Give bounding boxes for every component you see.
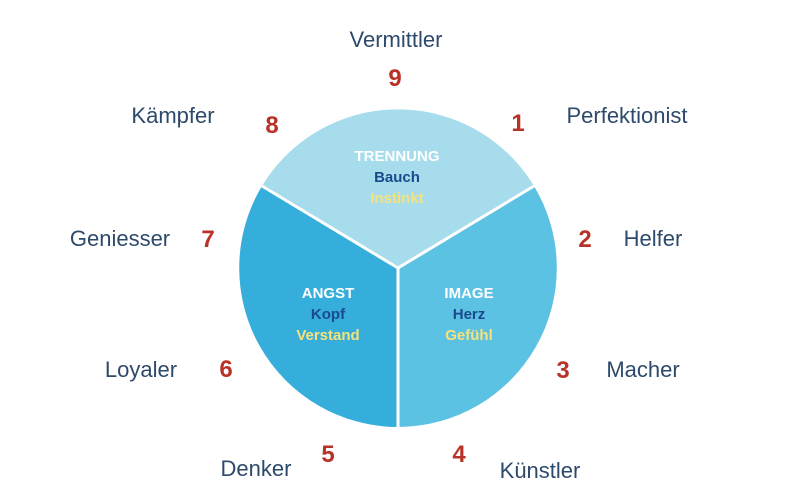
type-7-label: Geniesser: [69, 226, 171, 251]
type-9-number: 9: [388, 65, 402, 92]
segment-trennung-organ: Bauch: [374, 169, 420, 186]
segment-angst-mode: Verstand: [296, 327, 360, 344]
segment-angst-text: ANGST Kopf Verstand: [296, 283, 359, 346]
segment-angst-title: ANGST: [301, 285, 355, 302]
divider-line-left: [261, 184, 399, 270]
type-6-label: Loyaler: [104, 357, 178, 382]
type-8-label: Kämpfer: [131, 103, 215, 128]
type-5-number: 5: [321, 441, 335, 468]
type-3-label: Macher: [606, 357, 680, 382]
segment-image-text: IMAGE Herz Gefühl: [444, 283, 493, 346]
type-1-number: 1: [511, 110, 525, 137]
type-8-number: 8: [265, 112, 279, 139]
segment-angst-organ: Kopf: [310, 306, 346, 323]
type-3-number: 3: [556, 357, 570, 384]
type-2-label: Helfer: [623, 226, 683, 251]
segment-trennung: [262, 109, 534, 268]
type-4-number: 4: [452, 441, 466, 468]
segment-image: [398, 186, 557, 427]
segment-image-title: IMAGE: [444, 285, 494, 302]
type-7-number: 7: [201, 226, 215, 253]
type-5-label: Denker: [220, 456, 292, 481]
type-9-label: Vermittler: [349, 27, 443, 52]
segment-trennung-text: TRENNUNG Bauch Instinkt: [355, 146, 440, 209]
segment-trennung-mode: Instinkt: [370, 190, 424, 207]
type-1-label: Perfektionist: [566, 103, 688, 128]
segment-trennung-title: TRENNUNG: [354, 148, 440, 165]
segment-image-mode: Gefühl: [445, 327, 493, 344]
type-2-number: 2: [578, 226, 592, 253]
divider-line-right: [397, 184, 535, 270]
type-6-number: 6: [219, 356, 233, 383]
segment-image-organ: Herz: [452, 306, 486, 323]
segment-angst: [239, 186, 398, 427]
type-4-label: Künstler: [499, 458, 581, 483]
